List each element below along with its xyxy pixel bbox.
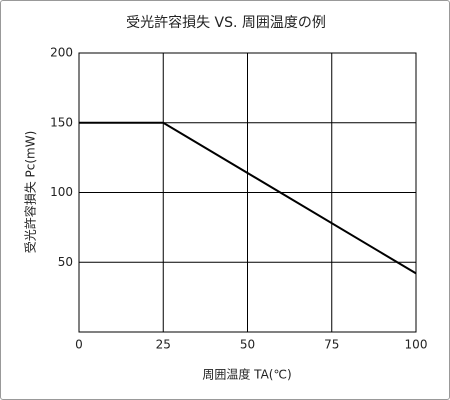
y-tick-label: 50 [58, 255, 73, 269]
x-tick-label: 0 [75, 338, 83, 352]
y-tick-label: 200 [50, 46, 73, 60]
x-tick-label: 75 [324, 338, 339, 352]
y-tick-label: 150 [50, 115, 73, 129]
y-tick-label: 100 [50, 185, 73, 199]
x-tick-label: 100 [405, 338, 428, 352]
data-line [79, 121, 417, 275]
y-axis-label: 受光許容損失 Pc(mW) [23, 131, 38, 254]
x-tick-label: 50 [240, 338, 255, 352]
chart-title: 受光許容損失 VS. 周囲温度の例 [126, 14, 326, 31]
x-tick-label: 25 [156, 338, 171, 352]
x-axis-label: 周囲温度 TA(℃) [202, 367, 291, 382]
